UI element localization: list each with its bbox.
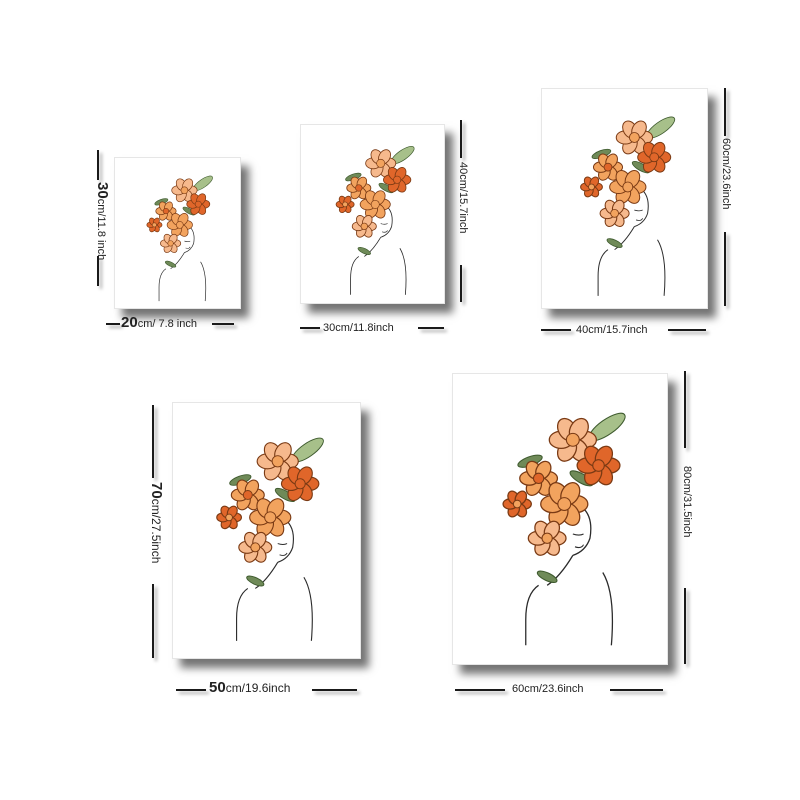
height-text: 80cm/31.5inch [681, 466, 693, 538]
height-dimension-line [684, 588, 686, 664]
floral-head-illustration [580, 116, 676, 296]
height-dimension-line [724, 88, 726, 136]
height-label-20x30: 30cm/11.8 inch [94, 182, 111, 261]
height-unit: cm/11.8 inch [95, 198, 107, 261]
width-number: 50 [209, 679, 226, 696]
height-dimension-line [97, 256, 99, 286]
width-text: 40cm/15.7inch [576, 324, 648, 336]
width-dimension-line [212, 323, 234, 325]
width-dimension-line [455, 689, 505, 691]
width-dimension-line [176, 689, 206, 691]
floral-head-illustration [502, 412, 626, 646]
width-dimension-line [668, 329, 706, 331]
poster-50x70 [172, 402, 361, 659]
height-label-60x80: 80cm/31.5inch [680, 466, 694, 538]
height-label-50x70: 70cm/27.5inch [148, 482, 165, 564]
height-dimension-line [152, 584, 154, 658]
height-dimension-line [684, 371, 686, 448]
width-label-50x70: 50cm/19.6inch [209, 679, 291, 696]
width-label-60x80: 60cm/23.6inch [512, 682, 584, 696]
floral-head-illustration [335, 146, 415, 295]
height-dimension-line [152, 405, 154, 478]
width-unit: cm/ 7.8 inch [137, 318, 197, 330]
poster-40x60 [541, 88, 708, 309]
height-text: 40cm/15.7inch [457, 162, 469, 234]
height-dimension-line [460, 265, 462, 302]
width-dimension-line [541, 329, 571, 331]
height-label-30x40: 40cm/15.7inch [456, 162, 470, 234]
height-label-40x60: 60cm/23.6inch [719, 138, 733, 210]
height-number: 70 [148, 482, 165, 499]
height-number: 30 [94, 182, 111, 199]
width-label-30x40: 30cm/11.8inch [323, 321, 394, 335]
width-label-40x60: 40cm/15.7inch [576, 323, 648, 337]
width-dimension-line [106, 323, 120, 325]
width-number: 20 [121, 314, 138, 331]
width-dimension-line [418, 327, 444, 329]
width-text: 30cm/11.8inch [323, 322, 394, 334]
width-dimension-line [610, 689, 663, 691]
width-dimension-line [312, 689, 357, 691]
floral-head-illustration [146, 175, 213, 302]
height-text: 60cm/23.6inch [720, 138, 732, 210]
height-dimension-line [460, 120, 462, 158]
width-unit: cm/19.6inch [225, 681, 291, 695]
width-text: 60cm/23.6inch [512, 683, 584, 695]
height-dimension-line [724, 232, 726, 306]
floral-head-illustration [216, 437, 324, 641]
width-label-20x30: 20cm/ 7.8 inch [121, 314, 197, 331]
poster-30x40 [300, 124, 445, 304]
width-dimension-line [300, 327, 320, 329]
poster-20x30 [114, 157, 241, 309]
height-dimension-line [97, 150, 99, 180]
poster-60x80 [452, 373, 668, 665]
height-unit: cm/27.5inch [149, 498, 163, 564]
